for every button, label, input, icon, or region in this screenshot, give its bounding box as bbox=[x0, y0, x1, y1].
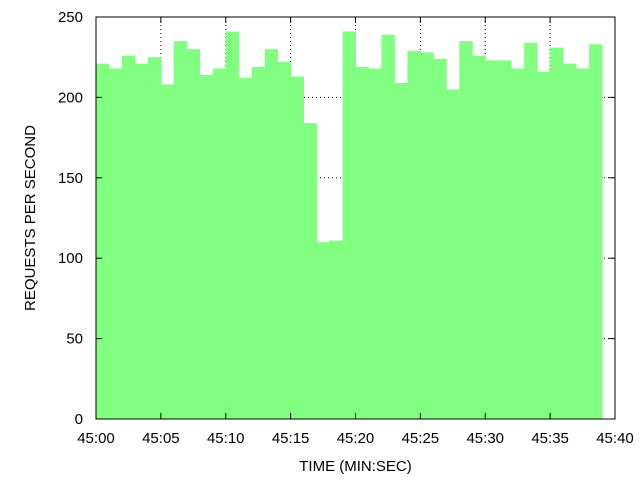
bar bbox=[355, 66, 369, 420]
bar bbox=[589, 44, 603, 419]
bar bbox=[472, 55, 486, 419]
bars bbox=[96, 31, 603, 420]
y-tick-label: 150 bbox=[58, 170, 83, 187]
bar bbox=[394, 82, 408, 419]
bar bbox=[368, 68, 382, 420]
x-tick-label: 45:10 bbox=[207, 430, 245, 447]
bar bbox=[511, 68, 525, 420]
x-tick-label: 45:20 bbox=[337, 430, 375, 447]
bar bbox=[108, 68, 123, 420]
bar bbox=[134, 63, 149, 420]
bar bbox=[290, 76, 304, 419]
bar bbox=[576, 68, 590, 420]
bar bbox=[550, 47, 564, 419]
bar bbox=[420, 52, 434, 419]
bar bbox=[96, 63, 110, 420]
tick-marks bbox=[95, 16, 616, 420]
y-tick-label: 0 bbox=[75, 411, 83, 428]
bar bbox=[407, 50, 421, 419]
bar bbox=[251, 66, 266, 420]
x-tick-label: 45:35 bbox=[531, 430, 569, 447]
x-tick-label: 45:05 bbox=[142, 430, 180, 447]
x-tick-label: 45:40 bbox=[596, 430, 634, 447]
bar bbox=[459, 41, 473, 420]
y-tick-label: 250 bbox=[58, 9, 83, 26]
bar bbox=[121, 55, 136, 419]
y-tick-label: 200 bbox=[58, 89, 83, 106]
y-tick-label: 50 bbox=[66, 331, 83, 348]
bar bbox=[498, 60, 512, 419]
x-tick-label: 45:25 bbox=[402, 430, 440, 447]
bar bbox=[147, 57, 162, 419]
bar bbox=[186, 49, 201, 419]
y-tick-label: 100 bbox=[58, 250, 83, 267]
bar bbox=[342, 31, 356, 420]
x-tick-label: 45:00 bbox=[77, 430, 115, 447]
bar bbox=[160, 84, 175, 419]
bar bbox=[199, 74, 214, 419]
bar bbox=[173, 41, 188, 420]
bar bbox=[303, 123, 317, 420]
y-axis-title: REQUESTS PER SECOND bbox=[22, 125, 39, 311]
bar bbox=[329, 240, 343, 419]
bar bbox=[433, 58, 447, 420]
x-tick-label: 45:15 bbox=[272, 430, 310, 447]
bar bbox=[225, 31, 240, 420]
bar bbox=[563, 63, 577, 420]
x-tick-label: 45:30 bbox=[466, 430, 504, 447]
tick-labels: 0 50 100 150 200 250 45:00 45:05 45:10 45:15 45:20… bbox=[58, 9, 634, 447]
bar bbox=[277, 62, 292, 420]
bar bbox=[316, 242, 330, 419]
bar bbox=[537, 71, 551, 419]
x-axis-title: TIME (MIN:SEC) bbox=[299, 458, 412, 475]
bar bbox=[446, 89, 460, 420]
bar bbox=[485, 60, 499, 419]
bar bbox=[381, 34, 395, 420]
bar bbox=[264, 49, 279, 419]
bar bbox=[238, 78, 253, 419]
bar bbox=[212, 68, 227, 420]
bar bbox=[524, 42, 538, 420]
